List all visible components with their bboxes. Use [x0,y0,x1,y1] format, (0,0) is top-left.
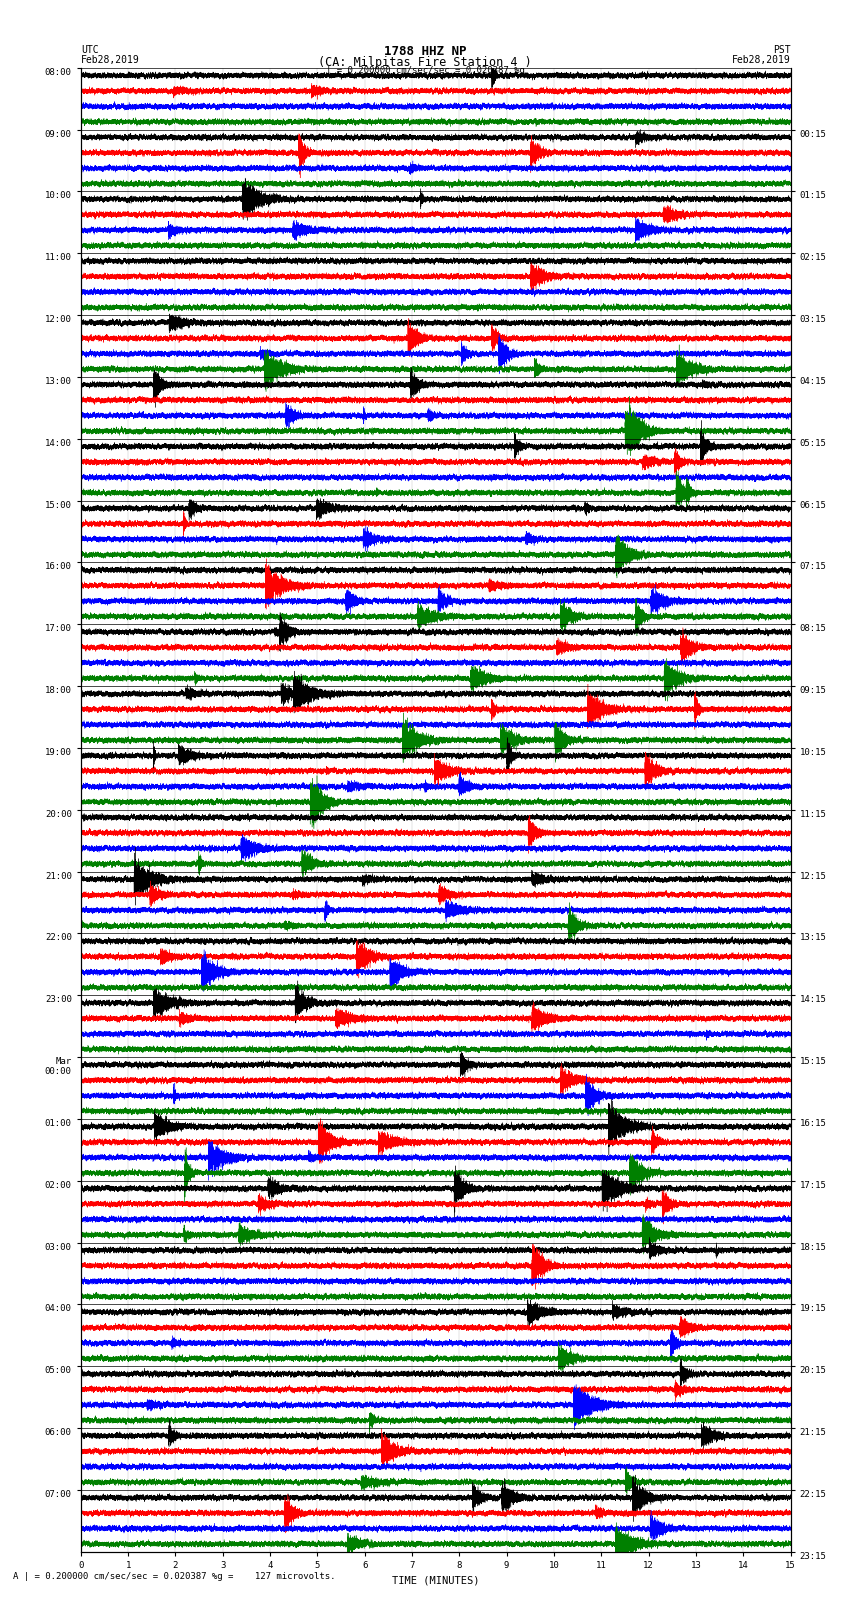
Text: A | = 0.200000 cm/sec/sec = 0.020387 %g =    127 microvolts.: A | = 0.200000 cm/sec/sec = 0.020387 %g … [13,1571,335,1581]
Text: | = 0.200000 cm/sec/sec = 0.020387 %g: | = 0.200000 cm/sec/sec = 0.020387 %g [326,66,524,76]
Text: (CA: Milpitas Fire Station 4 ): (CA: Milpitas Fire Station 4 ) [318,56,532,69]
X-axis label: TIME (MINUTES): TIME (MINUTES) [392,1576,479,1586]
Text: Feb28,2019: Feb28,2019 [81,55,139,65]
Text: UTC: UTC [81,45,99,55]
Text: 1788 HHZ NP: 1788 HHZ NP [383,45,467,58]
Text: Feb28,2019: Feb28,2019 [732,55,791,65]
Text: PST: PST [773,45,790,55]
